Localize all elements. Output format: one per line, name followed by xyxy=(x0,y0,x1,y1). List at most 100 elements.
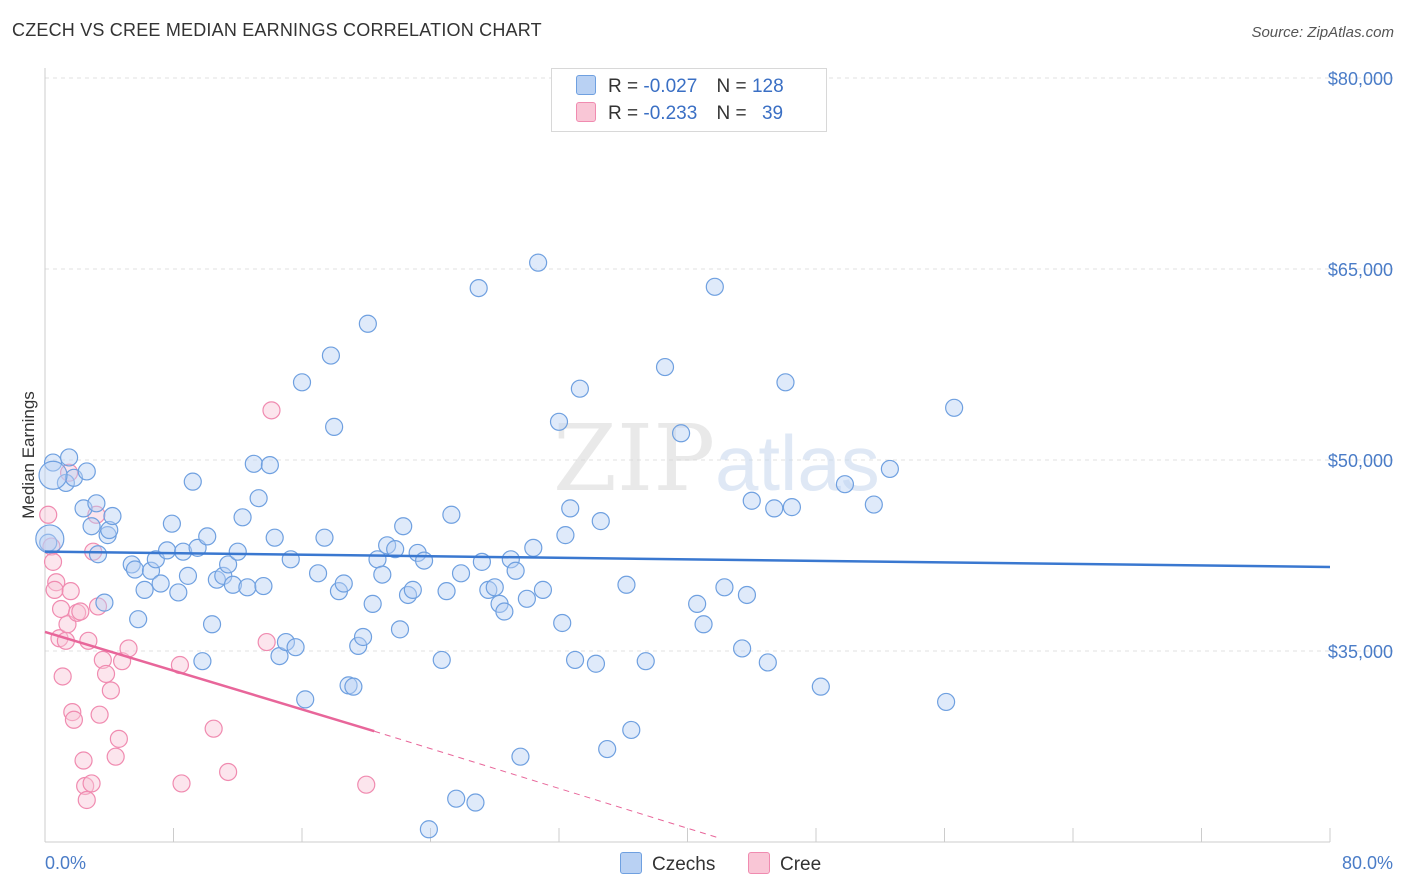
czech-point xyxy=(202,615,222,634)
czech-point xyxy=(157,541,177,560)
czech-point xyxy=(353,627,373,647)
cree-point xyxy=(77,790,96,810)
cree-point xyxy=(96,664,116,684)
czech-point xyxy=(286,638,305,657)
cree-point xyxy=(90,705,109,724)
czech-point xyxy=(358,314,377,333)
czech-point xyxy=(506,561,525,580)
czech-point xyxy=(937,692,956,712)
czech-point xyxy=(325,417,344,436)
series-legend: Czechs Cree xyxy=(0,852,1406,876)
czech-point xyxy=(315,528,334,547)
cree-swatch xyxy=(748,852,770,874)
czech-point xyxy=(737,585,757,605)
legend-item-czechs[interactable]: Czechs xyxy=(620,852,715,876)
czech-point xyxy=(349,636,368,656)
cree-point xyxy=(47,573,66,592)
czech-point xyxy=(598,739,617,759)
czech-point xyxy=(398,585,418,605)
cree-point xyxy=(172,774,191,793)
czech-point xyxy=(390,620,410,639)
czech-point xyxy=(100,520,119,540)
czech-point xyxy=(88,545,108,564)
legend-row-cree: R = -0.233 N = 39 xyxy=(576,102,783,126)
cree-swatch xyxy=(576,102,596,122)
y-axis-label: Median Earnings xyxy=(19,391,38,519)
czech-point xyxy=(419,820,438,839)
cree-point xyxy=(257,632,276,652)
czech-point xyxy=(334,574,353,593)
czech-point xyxy=(141,561,161,580)
legend-r-value: -0.233 xyxy=(643,103,698,124)
czech-point xyxy=(233,508,252,527)
czech-point xyxy=(553,613,572,633)
czech-point xyxy=(742,491,761,510)
czech-point xyxy=(403,580,422,599)
czech-point xyxy=(671,424,691,443)
czech-point xyxy=(103,506,122,526)
legend-item-cree[interactable]: Cree xyxy=(748,852,821,876)
czech-point xyxy=(260,455,279,475)
czech-point xyxy=(705,277,724,296)
czech-point xyxy=(469,279,488,298)
legend-label: Cree xyxy=(780,854,822,875)
legend-n-label: N = xyxy=(716,76,747,97)
czech-point xyxy=(244,454,263,473)
czech-point xyxy=(782,498,802,517)
czech-point xyxy=(223,575,243,594)
cree-point xyxy=(63,703,82,722)
czech-point xyxy=(501,550,520,569)
czech-point xyxy=(565,650,585,670)
cree-point xyxy=(71,602,90,621)
czech-point xyxy=(945,398,964,417)
czech-point xyxy=(38,460,68,490)
czech-point xyxy=(437,582,456,601)
chart-title: CZECH VS CREE MEDIAN EARNINGS CORRELATIO… xyxy=(12,20,542,40)
cree-point xyxy=(53,667,72,686)
cree-trend-extension xyxy=(374,730,720,839)
czech-point xyxy=(373,565,392,584)
czech-point xyxy=(811,677,830,696)
czech-point xyxy=(198,527,217,546)
czech-point xyxy=(82,517,101,536)
y-tick-label: $35,000 xyxy=(1328,642,1393,662)
czech-point xyxy=(622,720,641,740)
czech-point xyxy=(43,453,63,472)
czech-point xyxy=(394,517,413,536)
czech-point xyxy=(776,373,795,392)
cree-point xyxy=(39,505,58,524)
czech-point xyxy=(432,650,451,670)
cree-point xyxy=(45,580,64,599)
cree-point xyxy=(64,710,84,729)
czech-point xyxy=(495,602,514,621)
czech-point xyxy=(169,583,188,602)
cree-point xyxy=(219,762,238,782)
czech-point xyxy=(308,564,328,583)
czech-point xyxy=(524,538,543,557)
cree-point xyxy=(106,747,125,766)
y-tick-label: $65,000 xyxy=(1328,260,1393,280)
czech-point xyxy=(363,594,382,613)
czech-point xyxy=(835,475,855,494)
cree-point xyxy=(82,774,101,793)
y-tick-label: $50,000 xyxy=(1328,451,1393,471)
czech-point xyxy=(125,560,145,579)
czech-point xyxy=(292,373,312,392)
legend-r-label: R = xyxy=(608,76,639,97)
czech-point xyxy=(655,357,675,377)
czech-point xyxy=(561,499,580,518)
czech-swatch xyxy=(620,852,642,874)
czech-point xyxy=(296,690,315,709)
czech-point xyxy=(591,512,610,531)
cree-points xyxy=(39,401,376,810)
czech-point xyxy=(688,594,707,613)
cree-point xyxy=(262,401,281,420)
czech-point xyxy=(570,379,589,398)
czech-point xyxy=(758,653,777,672)
legend-r-value: -0.027 xyxy=(643,76,698,97)
czech-point xyxy=(174,542,193,561)
cree-point xyxy=(101,681,120,700)
czech-point xyxy=(77,462,96,481)
axes xyxy=(44,68,1331,843)
czech-point xyxy=(321,346,341,365)
